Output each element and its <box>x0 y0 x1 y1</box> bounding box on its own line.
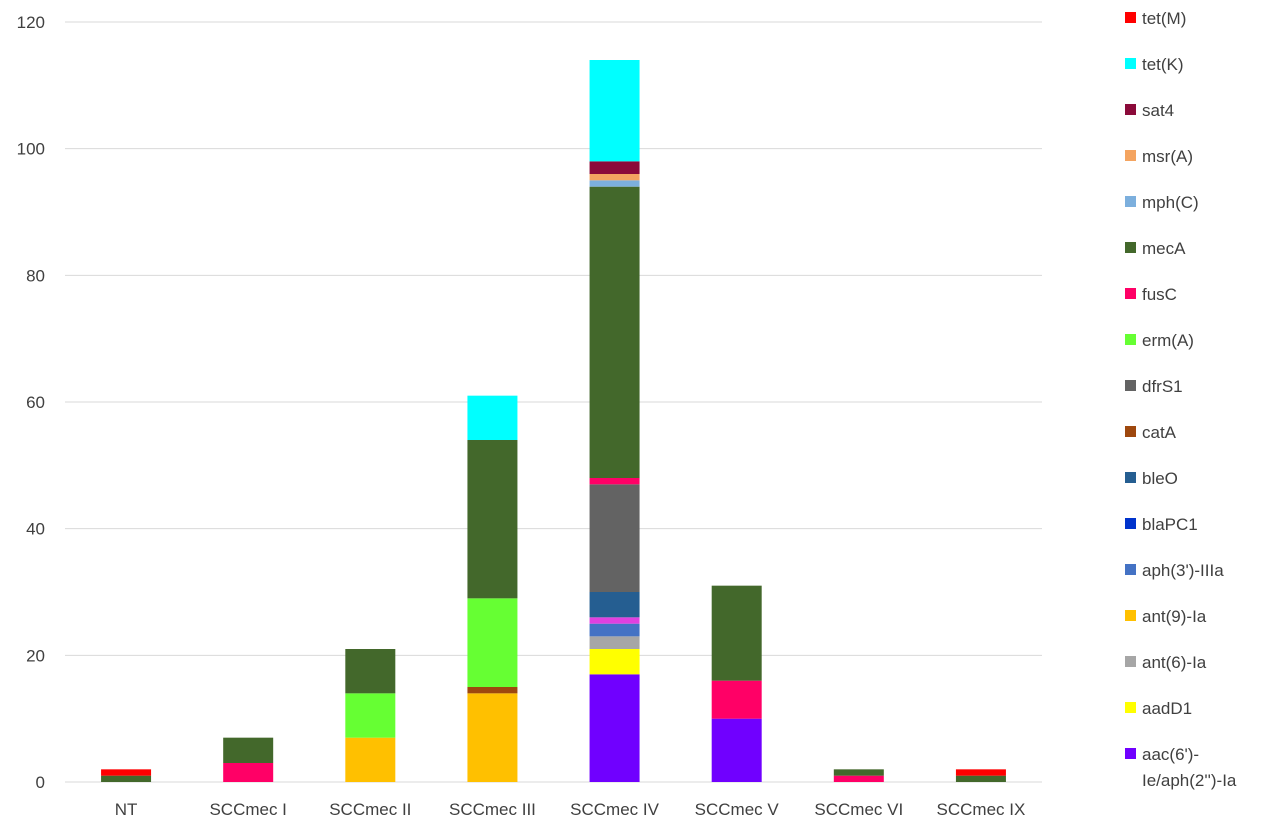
bar-segment <box>711 718 762 782</box>
bar-segment <box>223 737 274 763</box>
bar-segment <box>223 763 274 782</box>
bar-segment <box>955 775 1006 782</box>
bar-segment <box>467 395 518 440</box>
y-tick-label: 40 <box>26 520 45 539</box>
legend-label: ant(9)-Ia <box>1142 607 1207 626</box>
x-tick-label: SCCmec IV <box>570 800 659 819</box>
legend-swatch <box>1125 702 1136 713</box>
legend-swatch <box>1125 196 1136 207</box>
bar-segment <box>589 161 640 174</box>
bar-segment <box>467 598 518 687</box>
legend-label: fusC <box>1142 285 1177 304</box>
bar-segment <box>589 649 640 675</box>
bars <box>101 60 1006 782</box>
x-tick-label: SCCmec IX <box>937 800 1026 819</box>
legend: tet(M) tet(K) sat4 msr(A) mph(C) mecA fusC erm(… <box>1125 9 1237 790</box>
legend-label: bleO <box>1142 469 1178 488</box>
bar-segment <box>589 484 640 592</box>
bar-segment <box>589 186 640 478</box>
bar-segment <box>345 693 396 738</box>
legend-swatch <box>1125 12 1136 23</box>
bar-segment <box>955 769 1006 776</box>
legend-label: mph(C) <box>1142 193 1199 212</box>
y-tick-label: 120 <box>17 13 45 32</box>
legend-swatch <box>1125 426 1136 437</box>
y-tick-label: 60 <box>26 393 45 412</box>
bar-segment <box>345 649 396 694</box>
bar-segment <box>589 623 640 637</box>
y-tick-label: 100 <box>17 140 45 159</box>
legend-label: mecA <box>1142 239 1186 258</box>
axes: 0 20 40 60 80 100 120 NT SCCmec I SCCmec II SCCmec… <box>17 13 1042 819</box>
bar-segment <box>589 592 640 618</box>
bar-segment <box>589 60 640 162</box>
legend-label: blaPC1 <box>1142 515 1198 534</box>
y-tick-label: 20 <box>26 646 45 665</box>
legend-label: dfrS1 <box>1142 377 1183 396</box>
legend-swatch <box>1125 58 1136 69</box>
x-tick-label: SCCmec V <box>695 800 780 819</box>
legend-label: tet(M) <box>1142 9 1186 28</box>
legend-label: Ie/aph(2'')-Ia <box>1142 771 1237 790</box>
gridlines <box>65 21 1042 656</box>
legend-label: aadD1 <box>1142 699 1192 718</box>
legend-label: aph(3')-IIIa <box>1142 561 1224 580</box>
legend-swatch <box>1125 564 1136 575</box>
bar-segment <box>467 687 518 694</box>
x-tick-label: SCCmec VI <box>814 800 903 819</box>
bar-segment <box>589 617 640 624</box>
bar-segment <box>589 636 640 649</box>
bar-segment <box>833 769 884 776</box>
legend-swatch <box>1125 748 1136 759</box>
legend-swatch <box>1125 380 1136 391</box>
bar-segment <box>589 478 640 485</box>
legend-label: catA <box>1142 423 1177 442</box>
y-tick-label: 0 <box>36 773 45 792</box>
bar-segment <box>101 769 152 776</box>
bar-segment <box>345 737 396 782</box>
legend-label: tet(K) <box>1142 55 1184 74</box>
legend-swatch <box>1125 472 1136 483</box>
bar-segment <box>589 180 640 187</box>
y-tick-label: 80 <box>26 266 45 285</box>
legend-label: erm(A) <box>1142 331 1194 350</box>
bar-segment <box>589 174 640 181</box>
x-tick-label: SCCmec II <box>329 800 411 819</box>
bar-segment <box>467 440 518 599</box>
x-tick-label: SCCmec III <box>449 800 536 819</box>
x-tick-label: SCCmec I <box>209 800 286 819</box>
legend-swatch <box>1125 656 1136 667</box>
legend-swatch <box>1125 334 1136 345</box>
legend-label: msr(A) <box>1142 147 1193 166</box>
x-tick-label: NT <box>115 800 138 819</box>
legend-swatch <box>1125 610 1136 621</box>
legend-label: aac(6')- <box>1142 745 1199 764</box>
bar-segment <box>589 674 640 782</box>
legend-swatch <box>1125 104 1136 115</box>
bar-segment <box>833 775 884 782</box>
bar-segment <box>101 775 152 782</box>
bar-segment <box>711 585 762 681</box>
legend-swatch <box>1125 288 1136 299</box>
legend-label: ant(6)-Ia <box>1142 653 1207 672</box>
legend-swatch <box>1125 518 1136 529</box>
bar-segment <box>711 680 762 719</box>
legend-swatch <box>1125 242 1136 253</box>
legend-label: sat4 <box>1142 101 1174 120</box>
bar-segment <box>467 693 518 782</box>
legend-swatch <box>1125 150 1136 161</box>
